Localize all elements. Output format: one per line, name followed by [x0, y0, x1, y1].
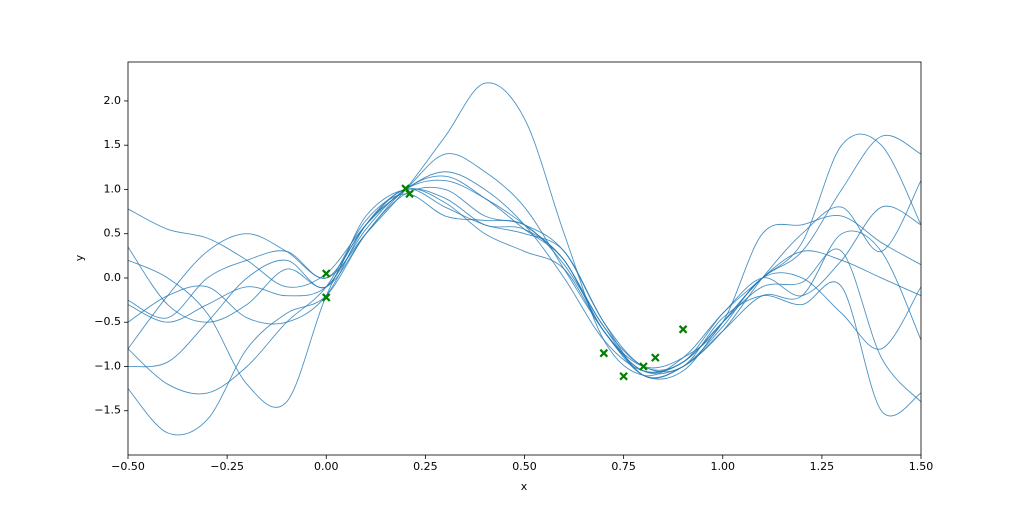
y-tick-label: −1.0: [94, 359, 121, 372]
sample-line: [128, 134, 921, 373]
sample-line: [128, 133, 921, 436]
x-tick-label: 0.75: [611, 460, 636, 473]
y-tick-label: 2.0: [104, 94, 122, 107]
observation-marker: [321, 269, 331, 278]
y-tick-label: −0.5: [94, 315, 121, 328]
x-axis-label: x: [521, 480, 528, 493]
y-tick-label: 1.5: [104, 138, 122, 151]
y-tick-label: 0.0: [104, 271, 122, 284]
observation-marker: [599, 348, 609, 358]
x-tick-label: −0.50: [111, 460, 145, 473]
sample-line: [128, 153, 921, 380]
observation-marker: [678, 325, 688, 334]
y-tick-label: 0.5: [104, 227, 122, 240]
sample-line: [128, 82, 921, 377]
y-tick-label: 1.0: [104, 182, 122, 195]
observation-marker: [619, 371, 628, 381]
x-tick-label: 0.00: [314, 460, 339, 473]
sample-line: [128, 175, 921, 375]
observation-marker: [651, 353, 660, 362]
sample-line: [128, 180, 921, 395]
x-tick-label: 1.25: [810, 460, 835, 473]
x-tick-label: 1.50: [909, 460, 934, 473]
y-axis-label: y: [73, 254, 86, 261]
observation-marker: [639, 362, 648, 371]
x-tick-label: −0.25: [210, 460, 244, 473]
sample-line: [128, 188, 921, 408]
sample-line: [128, 188, 921, 379]
plot-area: [128, 82, 921, 436]
x-tick-label: 0.25: [413, 460, 438, 473]
x-tick-label: 0.50: [512, 460, 537, 473]
sample-line: [128, 188, 921, 369]
x-tick-label: 1.00: [711, 460, 736, 473]
y-tick-label: −1.5: [94, 404, 121, 417]
observation-marker: [321, 293, 331, 302]
observation-marker: [405, 189, 414, 199]
